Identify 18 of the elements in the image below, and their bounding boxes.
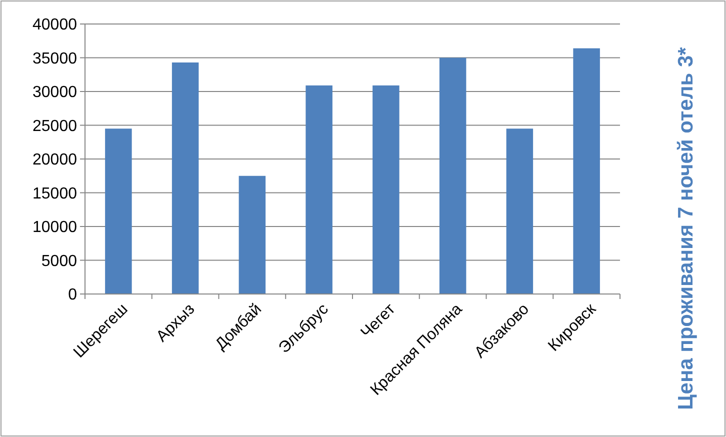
y-tick-label: 30000 [32, 84, 78, 102]
bar [506, 128, 534, 294]
y-tick-label: 5000 [41, 252, 78, 270]
bar [439, 58, 466, 294]
y-tick-label: 15000 [32, 185, 78, 202]
y-tick-label: 35000 [32, 50, 78, 68]
y-tick-label: 40000 [32, 16, 78, 34]
bar [238, 176, 266, 294]
y-tick-label: 20000 [32, 152, 78, 169]
text: Цена проживания 7 ночей отель 3* [674, 46, 698, 410]
bar [372, 85, 400, 294]
bar [573, 48, 600, 294]
bar [172, 62, 199, 294]
bar [306, 85, 332, 294]
y-tick-label: 25000 [32, 118, 78, 135]
bar [105, 128, 132, 294]
y-tick-label: 0 [68, 286, 78, 304]
y-tick-label: 10000 [32, 219, 78, 236]
